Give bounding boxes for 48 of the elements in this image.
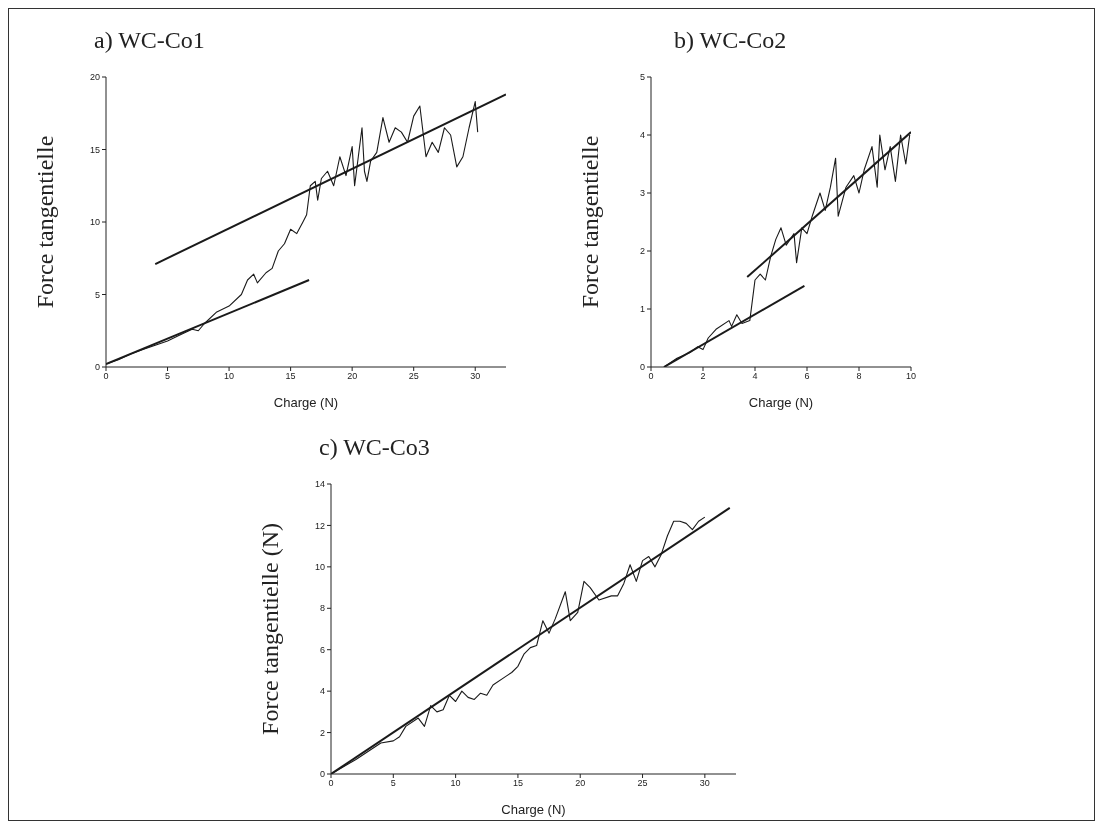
x-tick-label: 0 bbox=[103, 371, 109, 382]
y-tick-label: 6 bbox=[319, 644, 325, 655]
y-tick-label: 0 bbox=[94, 362, 100, 373]
chart-title: c) WC-Co3 bbox=[319, 434, 430, 461]
y-tick-label: 15 bbox=[89, 144, 100, 155]
x-tick-label: 0 bbox=[328, 778, 334, 789]
y-tick-label: 2 bbox=[319, 727, 325, 738]
y-tick-label: 2 bbox=[639, 246, 645, 257]
y-tick-label: 12 bbox=[314, 520, 325, 531]
x-tick-label: 30 bbox=[470, 371, 481, 382]
x-tick-label: 10 bbox=[905, 371, 917, 382]
x-tick-label: 15 bbox=[285, 371, 296, 382]
x-tick-label: 5 bbox=[390, 778, 396, 789]
x-tick-label: 25 bbox=[408, 371, 419, 382]
y-tick-label: 5 bbox=[639, 72, 645, 83]
y-tick-label: 10 bbox=[89, 217, 100, 228]
y-tick-label: 20 bbox=[89, 72, 100, 83]
y-tick-label: 4 bbox=[639, 130, 645, 141]
x-tick-label: 0 bbox=[648, 371, 654, 382]
y-tick-label: 8 bbox=[319, 603, 325, 614]
y-axis-title: Force tangentielle bbox=[576, 135, 603, 309]
x-axis-title: Charge (N) bbox=[501, 802, 566, 817]
y-tick-label: 3 bbox=[639, 188, 645, 199]
x-tick-label: 10 bbox=[224, 371, 235, 382]
chart-title: b) WC-Co2 bbox=[674, 27, 787, 54]
x-tick-label: 10 bbox=[450, 778, 461, 789]
y-axis-title: Force tangentielle (N) bbox=[256, 523, 283, 735]
x-tick-label: 8 bbox=[856, 371, 862, 382]
y-tick-label: 5 bbox=[94, 289, 100, 300]
y-tick-label: 4 bbox=[319, 686, 325, 697]
y-tick-label: 1 bbox=[639, 304, 645, 315]
x-axis-title: Charge (N) bbox=[273, 395, 339, 410]
x-tick-label: 5 bbox=[165, 371, 171, 382]
y-tick-label: 10 bbox=[314, 562, 325, 573]
y-tick-label: 14 bbox=[314, 479, 325, 490]
x-tick-label: 30 bbox=[699, 778, 710, 789]
x-tick-label: 20 bbox=[347, 371, 358, 382]
y-tick-label: 0 bbox=[319, 769, 325, 780]
y-tick-label: 0 bbox=[639, 362, 645, 373]
chart-title: a) WC-Co1 bbox=[94, 27, 205, 54]
y-axis-title: Force tangentielle bbox=[31, 135, 58, 309]
x-tick-label: 6 bbox=[804, 371, 810, 382]
x-tick-label: 2 bbox=[700, 371, 706, 382]
x-tick-label: 25 bbox=[637, 778, 648, 789]
x-axis-title: Charge (N) bbox=[748, 395, 814, 410]
x-tick-label: 20 bbox=[575, 778, 586, 789]
x-tick-label: 4 bbox=[752, 371, 758, 382]
x-tick-label: 15 bbox=[512, 778, 523, 789]
